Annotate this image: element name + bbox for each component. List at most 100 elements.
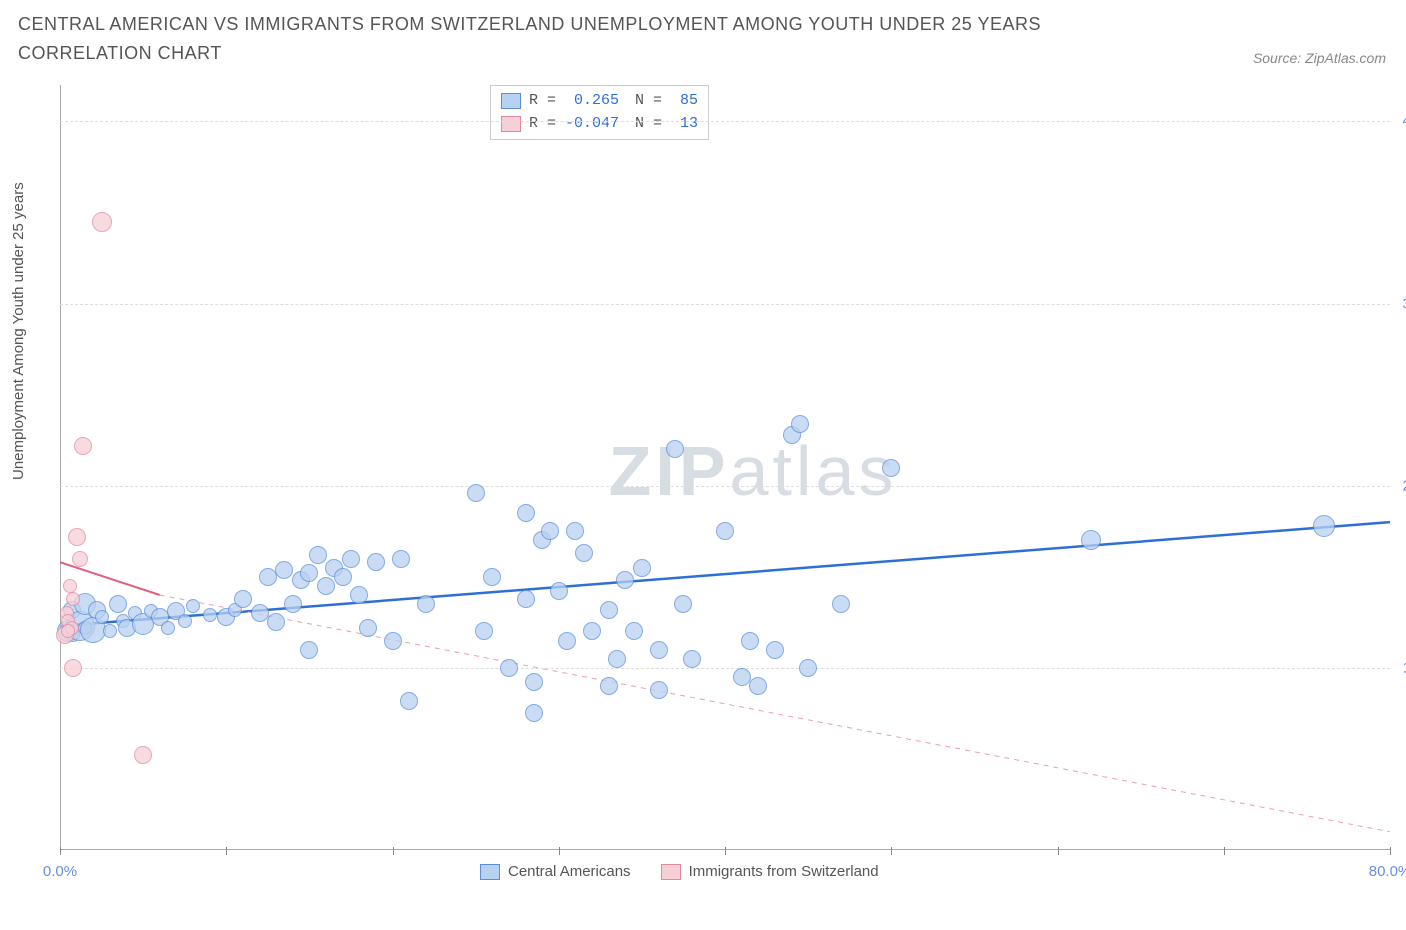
data-point [566,522,584,540]
data-point [517,504,535,522]
data-point [575,544,593,562]
data-point [66,592,80,606]
legend-swatch [480,864,500,880]
data-point [400,692,418,710]
legend-n-value: 13 [670,113,698,136]
data-point [334,568,352,586]
data-point [558,632,576,650]
data-point [1313,515,1335,537]
chart-title: CENTRAL AMERICAN VS IMMIGRANTS FROM SWIT… [18,10,1118,68]
data-point [63,579,77,593]
source-prefix: Source: [1253,50,1305,66]
data-point [64,659,82,677]
data-point [650,641,668,659]
data-point [392,550,410,568]
legend-series-label: Central Americans [508,863,631,880]
gridline [60,668,1390,669]
x-tick-label: 80.0% [1369,863,1406,880]
data-point [251,604,269,622]
data-point [203,608,217,622]
data-point [103,624,117,638]
data-point [500,659,518,677]
legend-correlation-row: R =0.265N =85 [501,90,698,113]
data-point [259,568,277,586]
x-tick-mark [1058,847,1059,855]
data-point [359,619,377,637]
y-tick-label: 30.0% [1402,295,1406,312]
trend-lines-svg [60,85,1390,875]
legend-series-item: Immigrants from Switzerland [661,863,879,880]
data-point [650,681,668,699]
legend-series-label: Immigrants from Switzerland [689,863,879,880]
legend-r-value: 0.265 [564,90,619,113]
x-tick-mark [393,847,394,855]
data-point [832,595,850,613]
data-point [525,704,543,722]
x-tick-mark [226,847,227,855]
data-point [300,641,318,659]
x-tick-mark [559,847,560,855]
data-point [74,437,92,455]
data-point [92,212,112,232]
data-point [799,659,817,677]
data-point [525,673,543,691]
data-point [674,595,692,613]
y-axis-label: Unemployment Among Youth under 25 years [10,182,27,480]
data-point [683,650,701,668]
data-point [234,590,252,608]
legend-n-label: N = [635,113,662,136]
legend-r-value: -0.047 [564,113,619,136]
legend-r-label: R = [529,90,556,113]
data-point [749,677,767,695]
data-point [467,484,485,502]
data-point [517,590,535,608]
x-tick-label: 0.0% [43,863,77,880]
data-point [741,632,759,650]
gridline [60,121,1390,122]
data-point [134,746,152,764]
data-point [1081,530,1101,550]
data-point [95,610,109,624]
legend-swatch [661,864,681,880]
legend-r-label: R = [529,113,556,136]
legend-correlation-row: R = -0.047 N = 13 [501,113,698,136]
data-point [616,571,634,589]
data-point [766,641,784,659]
data-point [350,586,368,604]
data-point [72,551,88,567]
watermark: ZIPatlas [609,431,898,511]
source-name: ZipAtlas.com [1305,50,1386,66]
data-point [583,622,601,640]
data-point [384,632,402,650]
data-point [882,459,900,477]
data-point [317,577,335,595]
legend-swatch [501,93,521,109]
y-tick-label: 20.0% [1402,477,1406,494]
data-point [178,614,192,628]
data-point [161,621,175,635]
legend-series-item: Central Americans [480,863,631,880]
x-tick-mark [60,847,61,855]
data-point [300,564,318,582]
y-axis-line [60,85,61,850]
data-point [309,546,327,564]
data-point [475,622,493,640]
data-point [541,522,559,540]
legend-series: Central Americans Immigrants from Switzer… [480,863,879,880]
y-tick-label: 10.0% [1402,659,1406,676]
x-tick-mark [891,847,892,855]
data-point [109,595,127,613]
data-point [633,559,651,577]
watermark-light: atlas [730,432,898,510]
trend-line [160,595,1390,832]
data-point [367,553,385,571]
gridline [60,486,1390,487]
scatter-plot: ZIPatlas R =0.265N =85R =-0.047N =13 Cen… [60,85,1390,875]
x-tick-mark [1390,847,1391,855]
x-tick-mark [725,847,726,855]
legend-swatch [501,116,521,132]
data-point [267,613,285,631]
data-point [600,601,618,619]
data-point [550,582,568,600]
data-point [791,415,809,433]
